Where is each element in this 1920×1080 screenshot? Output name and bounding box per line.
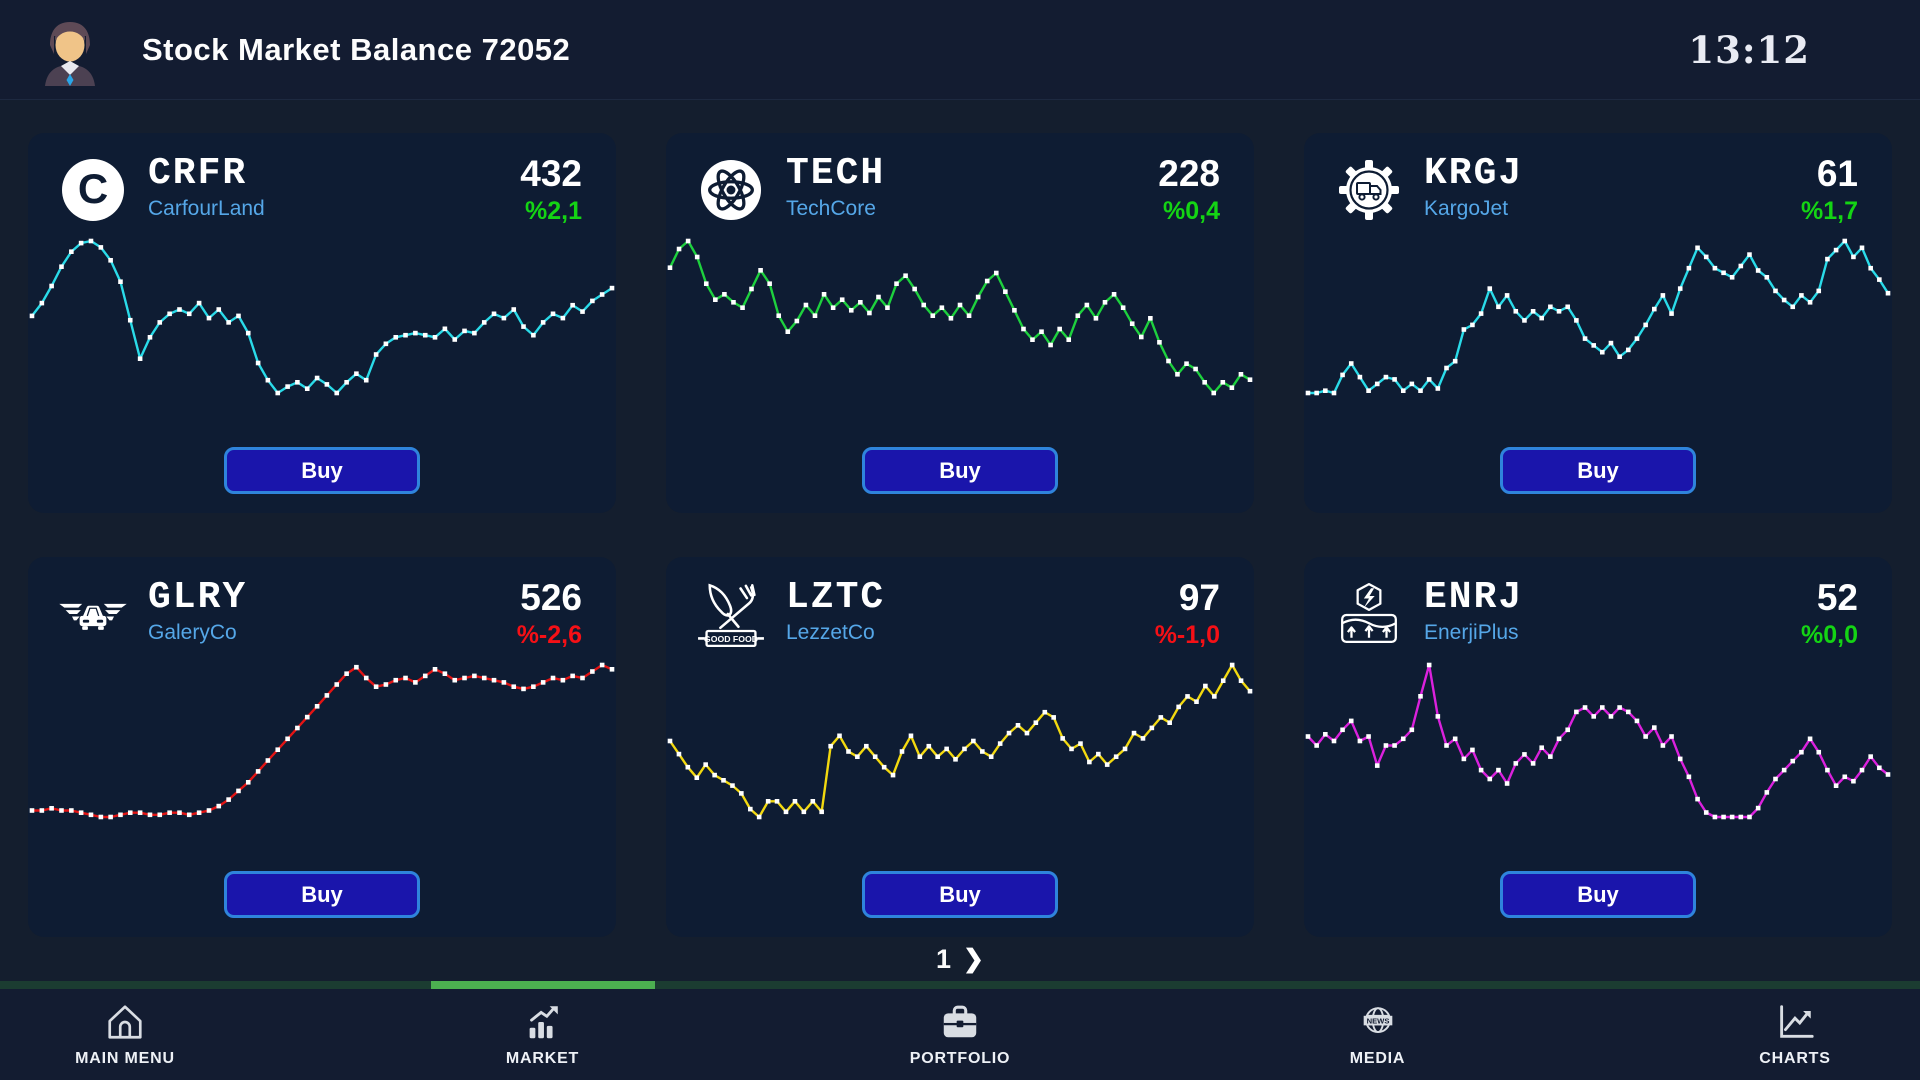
current-page-number: 1 — [936, 943, 952, 974]
svg-text:GOOD FOOD: GOOD FOOD — [704, 634, 758, 644]
galeryco-winged-car-logo-icon — [58, 579, 128, 649]
buy-button[interactable]: Buy — [862, 447, 1058, 494]
stock-card-crfr: C CRFR CarfourLand 432 %2,1 Buy — [28, 133, 616, 513]
buy-button[interactable]: Buy — [1500, 871, 1696, 918]
card-header: ENRJ EnerjiPlus 52 %0,0 — [1304, 557, 1892, 650]
nav-item-media[interactable]: NEWS MEDIA — [1283, 998, 1473, 1080]
svg-text:NEWS: NEWS — [1366, 1017, 1389, 1026]
next-page-chevron-icon[interactable]: ❯ — [963, 944, 984, 973]
stock-card-glry: GLRY GaleryCo 526 %-2,6 Buy — [28, 557, 616, 937]
stock-ticker: LZTC — [786, 576, 886, 619]
company-name: GaleryCo — [148, 620, 237, 644]
price-sparkline-chart — [1305, 662, 1891, 820]
lezzetco-good-food-logo-icon: GOOD FOOD — [696, 579, 766, 649]
stock-ticker: CRFR — [148, 152, 248, 195]
nav-item-main-menu[interactable]: MAIN MENU — [30, 998, 220, 1080]
buy-button[interactable]: Buy — [862, 871, 1058, 918]
price-sparkline-chart — [1305, 238, 1891, 396]
price-sparkline-chart — [29, 662, 615, 820]
stock-card-tech: TECH TechCore 228 %0,4 Buy — [666, 133, 1254, 513]
stock-ticker: TECH — [786, 152, 886, 195]
price-sparkline-chart — [667, 238, 1253, 396]
clock: 13:12 — [1688, 27, 1810, 72]
price-sparkline-chart — [667, 662, 1253, 820]
stock-change: %-2,6 — [516, 621, 582, 649]
buy-button[interactable]: Buy — [224, 447, 420, 494]
nav-label: PORTFOLIO — [909, 1050, 1011, 1067]
stock-card-enrj: ENRJ EnerjiPlus 52 %0,0 Buy — [1304, 557, 1892, 937]
stock-change: %0,0 — [1801, 621, 1858, 649]
company-name: TechCore — [786, 196, 876, 220]
card-header: TECH TechCore 228 %0,4 — [666, 133, 1254, 226]
market-bars-icon — [521, 1000, 565, 1044]
nav-item-portfolio[interactable]: PORTFOLIO — [865, 998, 1055, 1080]
nav-item-market[interactable]: MARKET — [448, 998, 638, 1080]
techcore-atom-logo-icon — [696, 155, 766, 225]
stock-card-krgj: KRGJ KargoJet 61 %1,7 Buy — [1304, 133, 1892, 513]
page-title: Stock Market Balance 72052 — [142, 31, 571, 67]
pagination: 1 ❯ — [0, 937, 1920, 981]
card-header: C CRFR CarfourLand 432 %2,1 — [28, 133, 616, 226]
news-globe-icon: NEWS — [1356, 1000, 1400, 1044]
nav-label: MAIN MENU — [75, 1050, 175, 1067]
buy-button[interactable]: Buy — [224, 871, 420, 918]
nav-divider — [0, 981, 1920, 989]
stock-price: 61 — [1816, 153, 1858, 194]
price-sparkline-chart — [29, 238, 615, 396]
chart-axes-icon — [1773, 1000, 1817, 1044]
buy-button[interactable]: Buy — [1500, 447, 1696, 494]
top-bar: Stock Market Balance 72052 13:12 — [0, 0, 1920, 100]
stock-grid: C CRFR CarfourLand 432 %2,1 Buy — [0, 100, 1920, 937]
company-name: CarfourLand — [148, 196, 265, 220]
stock-change: %2,1 — [525, 197, 582, 225]
stock-price: 52 — [1816, 577, 1858, 618]
nav-label: MEDIA — [1349, 1050, 1406, 1067]
card-header: GOOD FOOD LZTC LezzetCo 97 %-1,0 — [666, 557, 1254, 650]
stock-price: 97 — [1178, 577, 1220, 618]
stock-change: %-1,0 — [1154, 621, 1220, 649]
kargojet-gear-truck-logo-icon — [1334, 155, 1404, 225]
stock-change: %1,7 — [1801, 197, 1858, 225]
company-name: EnerjiPlus — [1424, 620, 1519, 644]
company-name: LezzetCo — [786, 620, 875, 644]
stock-change: %0,4 — [1163, 197, 1220, 225]
nav-label: MARKET — [505, 1050, 580, 1067]
businessman-avatar[interactable] — [40, 19, 100, 87]
briefcase-icon — [938, 1000, 982, 1044]
stock-price: 526 — [520, 577, 582, 618]
company-name: KargoJet — [1424, 196, 1509, 220]
card-header: GLRY GaleryCo 526 %-2,6 — [28, 557, 616, 650]
stock-ticker: GLRY — [148, 576, 248, 619]
carfourland-c-logo-icon: C — [58, 155, 128, 225]
home-icon — [103, 1000, 147, 1044]
nav-label: CHARTS — [1759, 1050, 1831, 1067]
stock-ticker: ENRJ — [1424, 576, 1524, 619]
enerjiplus-power-plant-logo-icon — [1334, 579, 1404, 649]
stock-card-lztc: GOOD FOOD LZTC LezzetCo 97 %-1,0 Buy — [666, 557, 1254, 937]
stock-price: 432 — [520, 153, 582, 194]
stock-price: 228 — [1158, 153, 1220, 194]
card-header: KRGJ KargoJet 61 %1,7 — [1304, 133, 1892, 226]
nav-item-charts[interactable]: CHARTS — [1700, 998, 1890, 1080]
bottom-navigation: MAIN MENU MARKET — [0, 989, 1920, 1080]
stock-ticker: KRGJ — [1424, 152, 1524, 195]
